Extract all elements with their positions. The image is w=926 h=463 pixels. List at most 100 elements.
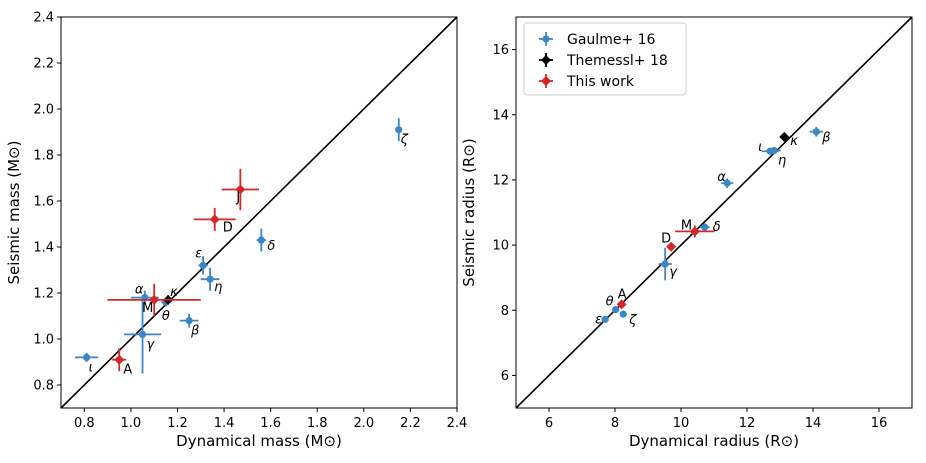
x-tick-label: 1.2 — [167, 416, 188, 431]
y-tick-label: 1.4 — [33, 241, 54, 256]
x-tick-label: 1.8 — [307, 416, 328, 431]
data-marker-circle — [138, 330, 147, 338]
point-label: κ — [170, 285, 178, 300]
y-tick-label: 1.6 — [33, 195, 54, 210]
x-axis-label: Dynamical radius (R⊙) — [629, 432, 799, 450]
point-this-work: M — [107, 283, 201, 316]
point-themessl-18: κ — [779, 131, 798, 149]
point-label: ζ — [628, 313, 637, 328]
data-marker-circle — [395, 126, 403, 134]
point-gaulme-16: γ — [658, 247, 678, 281]
data-marker-circle — [770, 146, 778, 155]
legend-box — [523, 22, 687, 96]
legend-entry-gaulme-16: Gaulme+ 16 — [539, 32, 656, 48]
data-marker-circle — [199, 261, 207, 269]
point-label: η — [778, 154, 786, 169]
point-label: A — [618, 287, 627, 302]
point-gaulme-16: ζ — [395, 118, 409, 148]
data-marker-diamond — [114, 354, 125, 365]
x-tick-label: 2.0 — [353, 416, 374, 431]
data-marker-circle — [206, 275, 214, 283]
y-tick-label: 10 — [492, 239, 509, 254]
point-gaulme-16: γ — [123, 295, 162, 374]
point-label: ι — [758, 140, 762, 155]
x-tick-label: 1.4 — [214, 416, 235, 431]
point-label: ε — [195, 246, 202, 261]
point-label: δ — [713, 220, 721, 235]
data-marker-circle — [185, 317, 193, 325]
point-label: γ — [147, 337, 156, 352]
legend-label: Themessl+ 18 — [566, 53, 668, 69]
point-label: ε — [595, 312, 602, 327]
point-label: θ — [162, 309, 170, 324]
point-label: M — [681, 218, 692, 233]
data-marker-diamond — [209, 214, 220, 225]
point-gaulme-16: ζ — [619, 310, 637, 328]
y-tick-label: 6 — [501, 369, 509, 384]
data-marker-circle — [701, 223, 709, 231]
y-tick-label: 12 — [492, 173, 509, 188]
data-marker-diamond — [149, 294, 160, 305]
x-tick-label: 1.6 — [260, 416, 281, 431]
point-gaulme-16: θ — [606, 295, 620, 314]
point-label: δ — [267, 239, 275, 254]
series-gaulme-16: εθζ γ δ α ι η β — [595, 126, 831, 328]
data-marker-circle — [619, 310, 627, 318]
point-this-work: M — [675, 218, 715, 238]
point-gaulme-16: ε — [595, 312, 609, 327]
point-themessl-18: κ — [163, 285, 178, 305]
point-label: β — [190, 324, 199, 339]
point-label: D — [661, 232, 671, 247]
data-marker-diamond — [235, 184, 246, 195]
point-this-work: D — [193, 207, 236, 235]
y-tick-label: 1.2 — [33, 287, 54, 302]
x-tick-label: 14 — [805, 416, 822, 431]
point-label: A — [123, 363, 132, 378]
data-marker-diamond — [666, 241, 677, 252]
series-themessl-18: κ — [163, 285, 178, 305]
x-tick-label: 1.0 — [121, 416, 142, 431]
point-label: α — [717, 170, 726, 185]
point-label: J — [235, 191, 240, 206]
radius-panel: 6 8 10 12 14 16 6 8 10 12 14 16 Dynamical radius (R⊙… — [460, 16, 913, 450]
point-label: η — [214, 280, 222, 295]
series-this-work: A M DJ — [107, 168, 259, 378]
point-this-work: A — [616, 287, 627, 310]
legend-marker-diamond — [541, 76, 551, 86]
point-label: θ — [606, 295, 614, 310]
point-label: κ — [790, 134, 798, 149]
axes-frame — [515, 16, 913, 409]
point-label: α — [135, 283, 144, 298]
data-marker-circle — [83, 353, 91, 361]
series-this-work: A DM — [616, 218, 715, 310]
data-marker-circle — [661, 260, 669, 268]
point-this-work: A — [112, 348, 132, 378]
legend-marker-diamond — [541, 55, 551, 65]
data-marker-diamond — [689, 226, 700, 237]
legend-entry-themessl-18: Themessl+ 18 — [539, 53, 668, 69]
x-tick-label: 6 — [545, 416, 553, 431]
point-gaulme-16: β — [179, 313, 199, 339]
data-marker-circle — [812, 128, 820, 136]
x-axis-label: Dynamical mass (M⊙) — [176, 432, 342, 450]
y-tick-label: 16 — [492, 43, 509, 58]
mass-panel: 0.8 1.0 1.2 1.4 1.6 1.8 2.0 2.2 2.4 0.8 1.0 1.2 1.4 1… — [5, 11, 467, 451]
one-to-one-line — [515, 16, 913, 409]
series-themessl-18: κ — [779, 131, 798, 149]
x-tick-label: 0.8 — [74, 416, 95, 431]
data-marker-circle — [601, 315, 609, 323]
point-gaulme-16: ε — [195, 246, 208, 275]
point-label: β — [821, 131, 830, 146]
point-gaulme-16: δ — [256, 228, 275, 254]
data-marker-circle — [723, 179, 731, 187]
point-gaulme-16: α — [717, 170, 734, 189]
y-tick-label: 2.0 — [33, 103, 54, 118]
legend-entry-this-work: This work — [539, 74, 635, 90]
y-axis-label: Seismic mass (M⊙) — [5, 141, 23, 285]
data-marker-diamond — [779, 131, 790, 142]
point-gaulme-16: η — [200, 267, 222, 295]
point-gaulme-16: β — [809, 126, 831, 146]
legend-label: This work — [566, 74, 635, 90]
y-tick-label: 1.0 — [33, 333, 54, 348]
